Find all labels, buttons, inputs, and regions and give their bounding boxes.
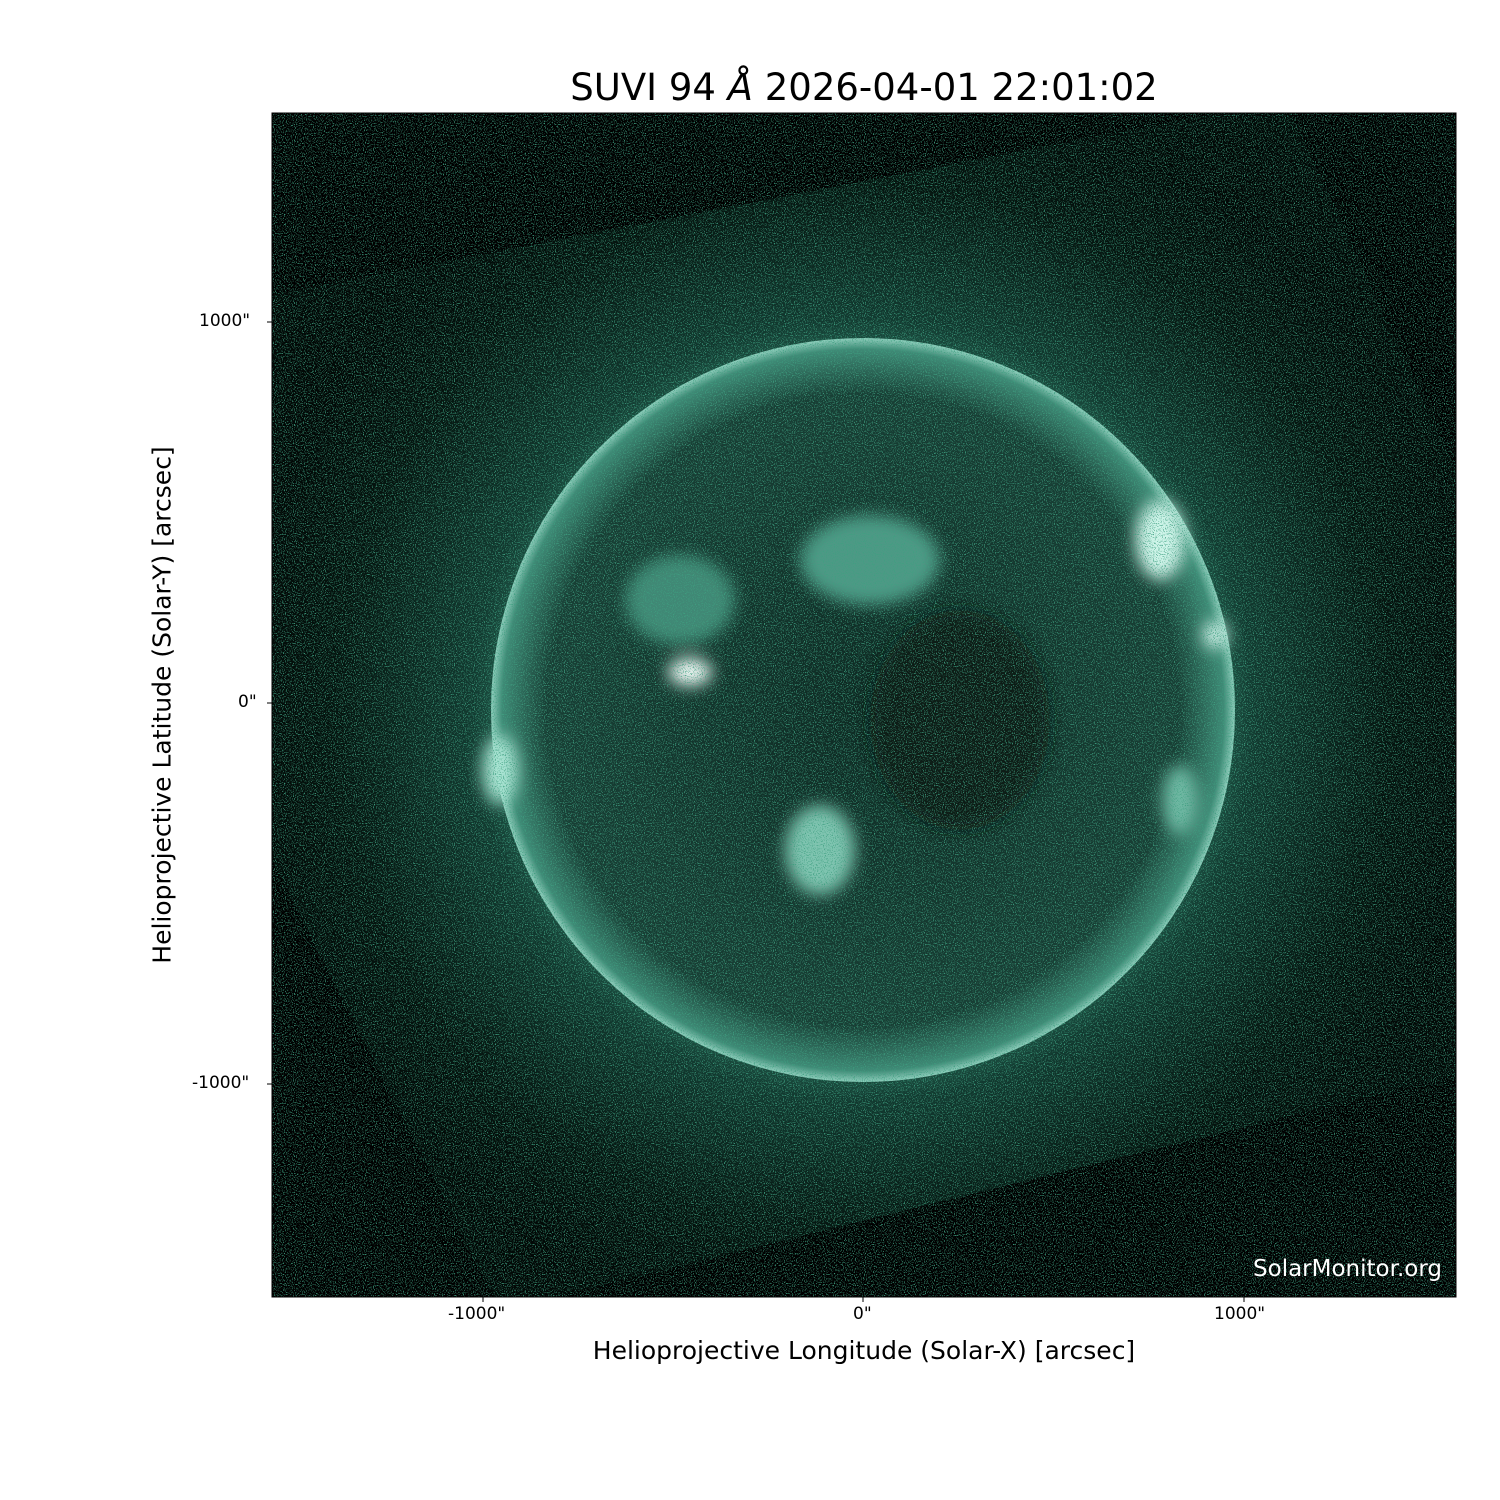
watermark: SolarMonitor.org [1253, 1256, 1442, 1282]
x-tick-label: 0" [853, 1304, 872, 1324]
y-tick-label: 0" [238, 692, 257, 712]
x-tick-label: -1000" [448, 1304, 506, 1324]
y-tick-label: 1000" [199, 311, 251, 331]
image-title: SUVI 94 Å 2026-04-01 22:01:02 [570, 66, 1158, 109]
y-tick-label: -1000" [192, 1073, 250, 1093]
y-axis-label: Helioprojective Latitude (Solar-Y) [arcs… [147, 446, 177, 964]
x-axis-label: Helioprojective Longitude (Solar-X) [arc… [592, 1336, 1136, 1365]
x-tick-label: 1000" [1214, 1304, 1266, 1324]
axis-ticks [267, 321, 1245, 1302]
